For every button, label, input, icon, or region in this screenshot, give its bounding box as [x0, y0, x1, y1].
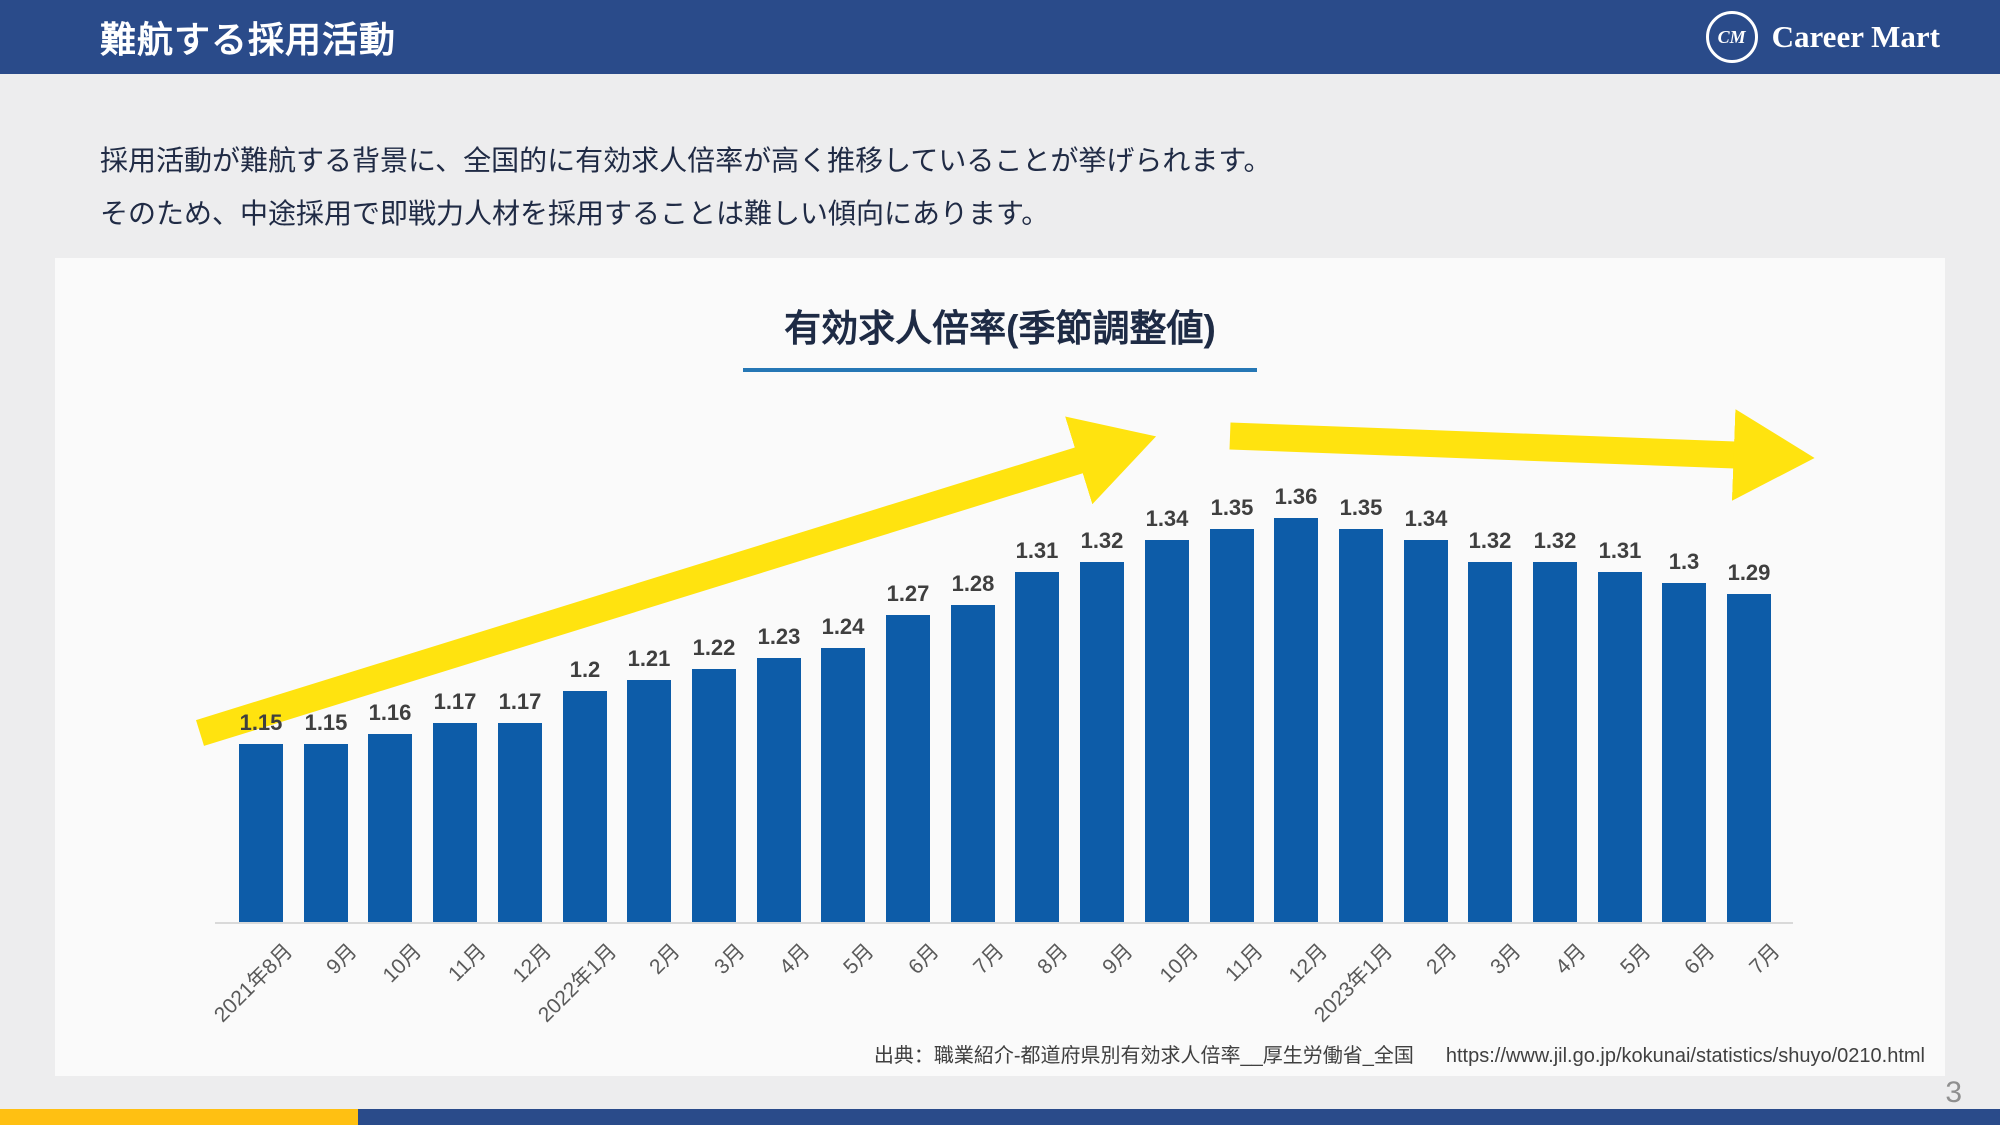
x-axis-tick: 2月: [1422, 939, 1462, 979]
x-axis-tick: 6月: [1680, 939, 1720, 979]
page-title: 難航する採用活動: [100, 19, 397, 60]
bar-value-label: 1.21: [627, 646, 671, 671]
bar: [1468, 562, 1512, 922]
bar: [1339, 529, 1383, 922]
bar: [1533, 562, 1577, 922]
x-axis-tick: 9月: [322, 939, 362, 979]
bar-value-label: 1.32: [1468, 528, 1512, 553]
chart-title-underline: [743, 368, 1257, 372]
x-axis-tick: 2021年8月: [209, 939, 297, 1027]
x-axis-tick: 7月: [969, 939, 1009, 979]
bar: [498, 723, 542, 922]
x-axis-tick: 6月: [904, 939, 944, 979]
cm-monogram-icon: CM: [1705, 11, 1758, 63]
chart-title: 有効求人倍率(季節調整値): [784, 308, 1216, 349]
bar-value-label: 1.24: [821, 614, 865, 639]
x-axis-tick: 4月: [1551, 939, 1591, 979]
x-axis-tick: 10月: [378, 939, 426, 988]
bar-value-label: 1.16: [368, 700, 412, 725]
bar: [433, 723, 477, 922]
bar-value-label: 1.27: [886, 581, 930, 606]
bar-value-label: 1.31: [1015, 538, 1059, 563]
source-citation: 出典：職業紹介-都道府県別有効求人倍率__厚生労働省_全国 https://www…: [874, 1039, 1925, 1068]
bar: [627, 680, 671, 922]
x-axis-tick: 5月: [839, 939, 879, 979]
bar: [1145, 540, 1189, 922]
x-axis-tick: 11月: [444, 939, 491, 987]
bar: [368, 734, 412, 922]
bar: [1210, 529, 1254, 922]
x-axis-tick: 7月: [1745, 939, 1785, 979]
chart-panel: 有効求人倍率(季節調整値) 1.15 2021年8月 1.15 9月 1.16 10月 1.…: [55, 258, 1945, 1076]
bar-value-label: 1.3: [1668, 549, 1700, 574]
bar: [1274, 518, 1318, 922]
x-axis-tick: 4月: [775, 939, 815, 979]
bar: [239, 744, 283, 922]
intro-line-1: 採用活動が難航する背景に、全国的に有効求人倍率が高く推移していることが挙げられま…: [100, 145, 1272, 176]
bar: [1015, 572, 1059, 922]
bar-value-label: 1.32: [1080, 528, 1124, 553]
x-axis-tick: 3月: [710, 939, 750, 979]
bar-value-label: 1.31: [1598, 538, 1642, 563]
x-axis-tick: 3月: [1486, 939, 1526, 979]
x-axis-line: [215, 922, 1793, 924]
career-mart-logo: CM Career Mart: [1705, 11, 1940, 63]
bar: [951, 605, 995, 922]
bar: [886, 615, 930, 922]
bar-value-label: 1.23: [757, 624, 801, 649]
x-axis-tick: 12月: [508, 939, 556, 988]
x-axis-tick: 12月: [1284, 939, 1332, 988]
x-axis-tick: 10月: [1155, 939, 1203, 988]
page-number: 3: [1945, 1076, 1962, 1109]
logo-name: Career Mart: [1771, 19, 1940, 54]
footer-accent-blue: [358, 1109, 2000, 1125]
bar-chart: 1.15 2021年8月 1.15 9月 1.16 10月 1.17 11月 1.17 12月 1.…: [55, 258, 1945, 1076]
x-axis-tick: 2月: [645, 939, 685, 979]
bar-value-label: 1.15: [304, 710, 348, 735]
bar-value-label: 1.17: [498, 689, 542, 714]
bar: [1727, 594, 1771, 922]
bar: [563, 691, 607, 922]
bar: [1080, 562, 1124, 922]
bar-value-label: 1.35: [1210, 495, 1254, 520]
bar: [304, 744, 348, 922]
bar-value-label: 1.34: [1145, 506, 1189, 531]
bar: [821, 648, 865, 922]
bar-value-label: 1.2: [569, 657, 601, 682]
bar-value-label: 1.36: [1274, 484, 1318, 509]
bar-value-label: 1.17: [433, 689, 477, 714]
bar: [692, 669, 736, 922]
intro-line-2: そのため、中途採用で即戦力人材を採用することは難しい傾向にあります。: [100, 198, 1050, 229]
bar-value-label: 1.29: [1727, 560, 1771, 585]
header-bar: 難航する採用活動 CM Career Mart: [0, 0, 2000, 74]
bar-value-label: 1.15: [239, 710, 283, 735]
x-axis-tick: 11月: [1221, 939, 1268, 987]
x-axis-tick: 9月: [1098, 939, 1138, 979]
intro-text: 採用活動が難航する背景に、全国的に有効求人倍率が高く推移していることが挙げられま…: [100, 134, 1272, 240]
bar: [1404, 540, 1448, 922]
bar-value-label: 1.22: [692, 635, 736, 660]
bar: [1598, 572, 1642, 922]
cm-monogram-text: CM: [1717, 26, 1746, 47]
footer-accent-yellow: [0, 1109, 358, 1125]
x-axis-tick: 8月: [1033, 939, 1073, 979]
bar: [757, 658, 801, 922]
x-axis-tick: 5月: [1616, 939, 1656, 979]
bar-value-label: 1.28: [951, 571, 995, 596]
bar-value-label: 1.35: [1339, 495, 1383, 520]
bar-value-label: 1.32: [1533, 528, 1577, 553]
bar: [1662, 583, 1706, 922]
bar-value-label: 1.34: [1404, 506, 1448, 531]
source-label: 出典：職業紹介-都道府県別有効求人倍率__厚生労働省_全国: [873, 1045, 1414, 1067]
source-url: https://www.jil.go.jp/kokunai/statistics…: [1445, 1045, 1925, 1067]
